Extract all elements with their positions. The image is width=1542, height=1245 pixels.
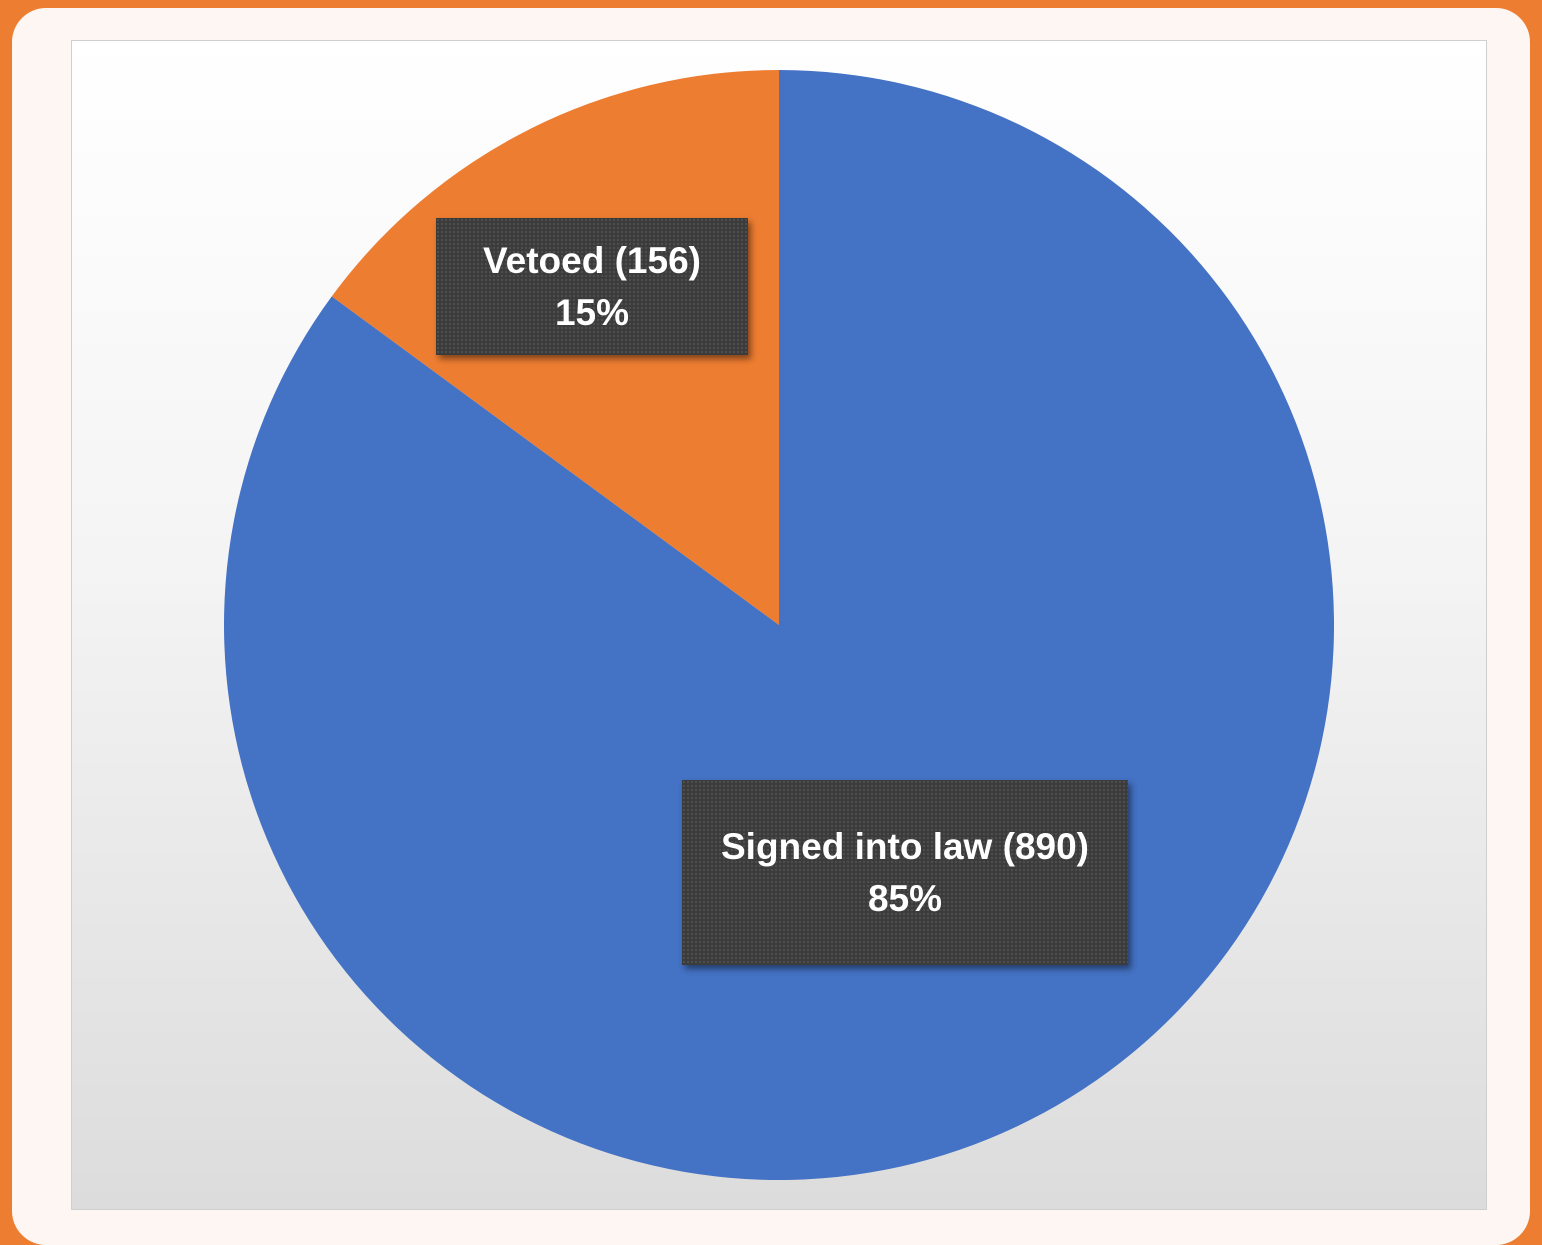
- slice-percent-signed: 85%: [867, 877, 943, 919]
- data-label-vetoed: Vetoed (156) 15%: [436, 218, 748, 355]
- slice-label-vetoed: Vetoed (156): [483, 239, 701, 281]
- slice-percent-vetoed: 15%: [554, 291, 630, 333]
- data-label-signed-into-law: Signed into law (890) 85%: [682, 780, 1128, 965]
- slice-label-signed: Signed into law (890): [721, 825, 1089, 867]
